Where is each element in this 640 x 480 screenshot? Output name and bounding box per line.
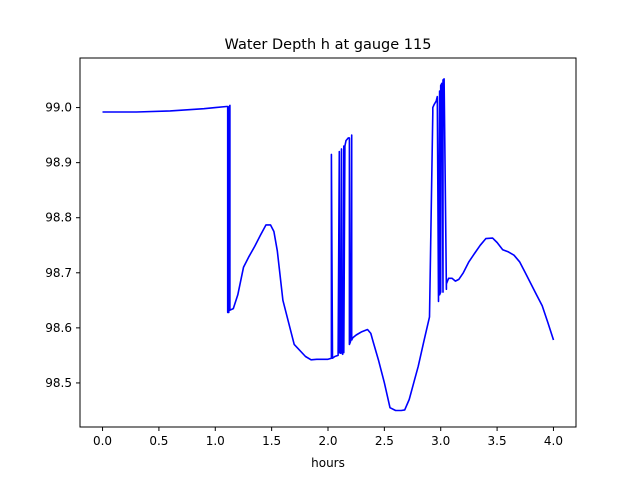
series-layer xyxy=(102,78,555,412)
x-tick-label: 1.5 xyxy=(262,434,281,448)
y-tick-label: 98.6 xyxy=(45,321,72,335)
y-axis: 98.5 98.6 98.7 98.8 98.9 99.0 xyxy=(45,101,80,390)
y-tick-label: 98.9 xyxy=(45,156,72,170)
y-tick-label: 99.0 xyxy=(45,101,72,115)
x-tick-label: 4.0 xyxy=(544,434,563,448)
x-tick-label: 0.5 xyxy=(149,434,168,448)
x-tick-label: 2.5 xyxy=(375,434,394,448)
x-tick-label: 1.0 xyxy=(206,434,225,448)
y-tick-label: 98.7 xyxy=(45,266,72,280)
x-tick-label: 2.0 xyxy=(318,434,337,448)
x-axis-title: hours xyxy=(311,456,345,470)
x-tick-label: 3.5 xyxy=(488,434,507,448)
y-tick-label: 98.8 xyxy=(45,211,72,225)
x-axis: 0.0 0.5 1.0 1.5 2.0 2.5 3.0 3.5 4.0 xyxy=(93,427,563,448)
x-tick-label: 0.0 xyxy=(93,434,112,448)
series-line-0 xyxy=(102,78,555,412)
x-tick-label: 3.0 xyxy=(431,434,450,448)
y-tick-label: 98.5 xyxy=(45,376,72,390)
chart-title: Water Depth h at gauge 115 xyxy=(225,37,432,53)
